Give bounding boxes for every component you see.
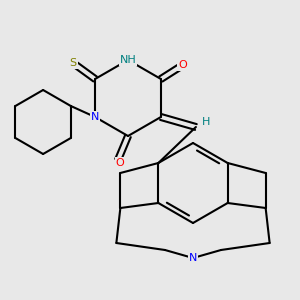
Text: N: N <box>91 112 99 122</box>
Text: O: O <box>116 158 124 168</box>
Text: O: O <box>178 60 187 70</box>
Text: H: H <box>202 117 210 127</box>
Text: NH: NH <box>120 55 136 65</box>
Text: S: S <box>70 58 77 68</box>
Text: N: N <box>189 253 197 263</box>
